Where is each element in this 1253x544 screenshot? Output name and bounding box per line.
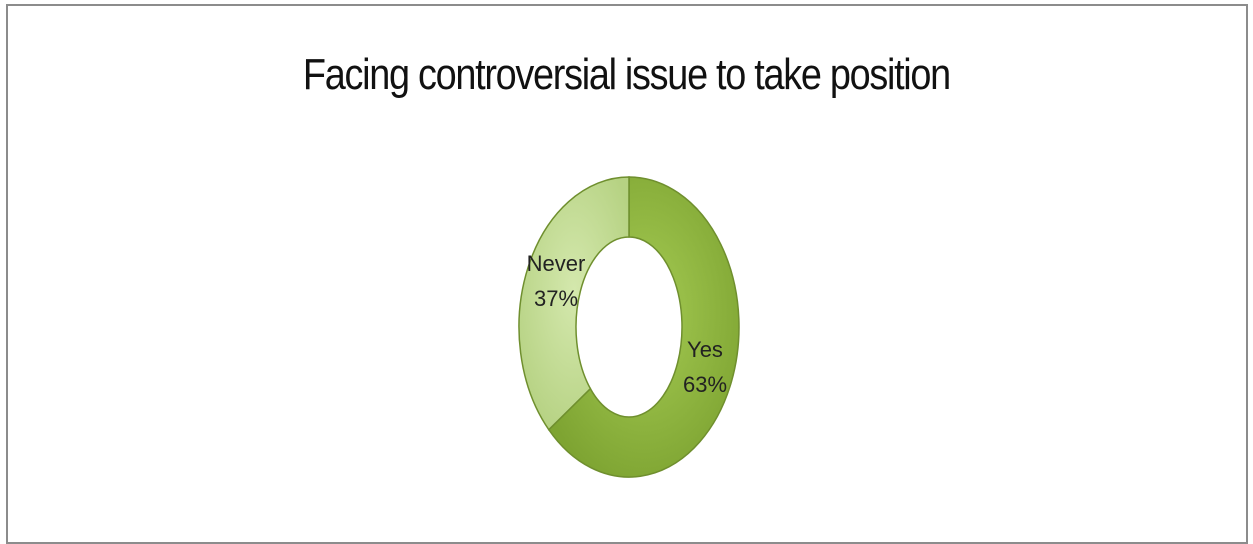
slice-label-never: Never 37%: [527, 251, 586, 311]
slice-yes: [547, 176, 740, 478]
slice-never: [518, 176, 630, 431]
chart-title: Facing controversial issue to take posit…: [302, 50, 951, 99]
donut-chart: Yes 63% Never 37%: [518, 176, 740, 478]
slice-label-yes: Yes 63%: [683, 337, 727, 397]
